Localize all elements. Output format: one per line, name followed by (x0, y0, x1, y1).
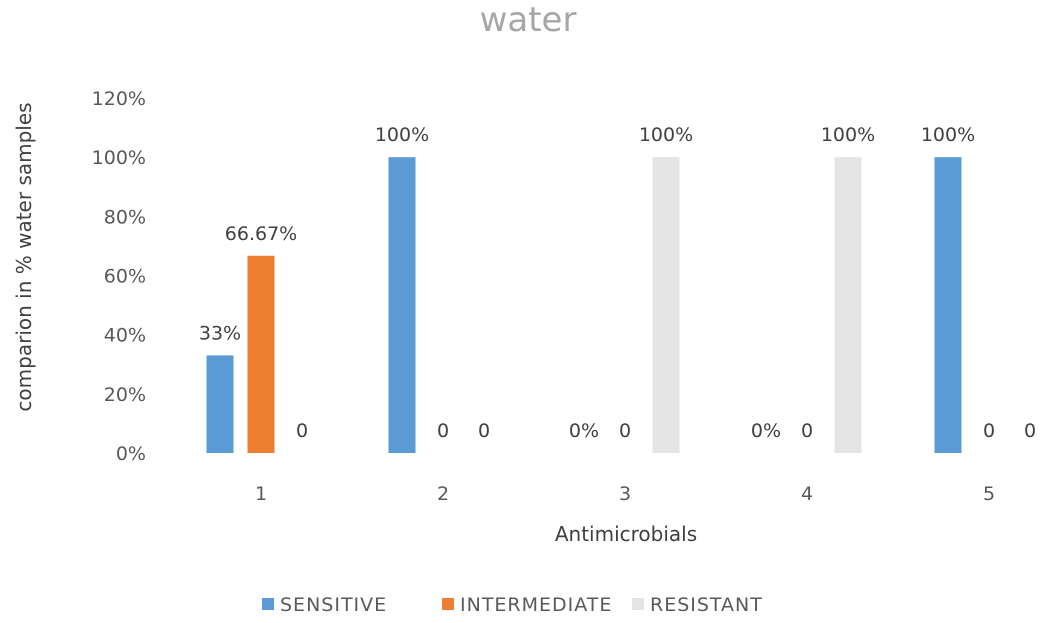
x-tick-label: 4 (801, 483, 813, 505)
y-tick-label: 20% (104, 384, 146, 406)
bars (206, 157, 962, 453)
legend-swatch (262, 598, 274, 610)
legend-label: SENSITIVE (280, 594, 387, 616)
data-label: 100% (821, 124, 875, 146)
x-tick-label: 5 (983, 483, 995, 505)
bar (652, 157, 680, 453)
data-label: 0 (801, 420, 813, 442)
bar (388, 157, 416, 453)
y-tick-label: 100% (92, 147, 146, 169)
bar (247, 255, 275, 453)
x-axis-label: Antimicrobials (555, 522, 697, 546)
bar (934, 157, 962, 453)
data-label: 100% (921, 124, 975, 146)
y-tick-label: 0% (116, 443, 146, 465)
y-tick-label: 40% (104, 325, 146, 347)
data-label: 0 (437, 420, 449, 442)
data-label: 0 (478, 420, 490, 442)
chart-title: water (480, 0, 577, 40)
data-label: 0 (1024, 420, 1036, 442)
data-label: 0 (983, 420, 995, 442)
data-label: 66.67% (225, 223, 297, 245)
x-axis-ticks: 1 2 3 4 5 (255, 483, 995, 505)
bar (206, 355, 234, 453)
x-tick-label: 2 (437, 483, 449, 505)
legend: SENSITIVE INTERMEDIATE RESISTANT (262, 594, 763, 616)
y-axis-ticks: 0% 20% 40% 60% 80% 100% 120% (92, 88, 146, 465)
legend-swatch (632, 598, 644, 610)
y-tick-label: 80% (104, 206, 146, 228)
data-label: 33% (199, 322, 241, 344)
data-label: 0 (296, 420, 308, 442)
bar (834, 157, 862, 453)
data-label: 0% (569, 420, 599, 442)
x-tick-label: 3 (619, 483, 631, 505)
data-label: 100% (639, 124, 693, 146)
data-label: 0% (751, 420, 781, 442)
data-label: 100% (375, 124, 429, 146)
legend-swatch (442, 598, 454, 610)
x-tick-label: 1 (255, 483, 267, 505)
legend-label: RESISTANT (650, 594, 763, 616)
y-tick-label: 60% (104, 266, 146, 288)
y-tick-label: 120% (92, 88, 146, 110)
y-axis-label: comparion in % water samples (12, 102, 36, 411)
data-label: 0 (619, 420, 631, 442)
legend-label: INTERMEDIATE (460, 594, 612, 616)
data-labels: 33% 66.67% 0 100% 0 0 0% 0 100% 0% 0 100% 100% 0 0 (199, 124, 1036, 442)
